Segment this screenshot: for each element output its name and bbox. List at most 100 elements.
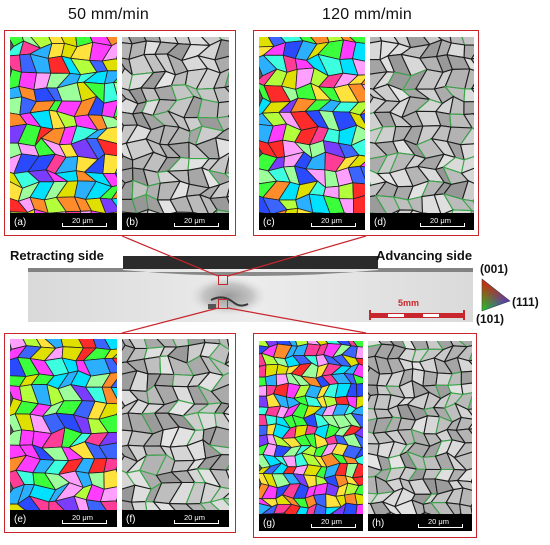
grain bbox=[214, 55, 229, 74]
grain bbox=[226, 187, 229, 198]
frame-bottom-right bbox=[253, 333, 477, 538]
ipf-color-triangle bbox=[481, 278, 511, 312]
grain bbox=[110, 197, 117, 208]
grain bbox=[354, 492, 363, 506]
grain bbox=[113, 104, 117, 119]
grain bbox=[104, 358, 117, 374]
grain bbox=[98, 442, 117, 460]
grain bbox=[103, 81, 117, 104]
panel-letter-d: (d) bbox=[374, 217, 387, 228]
ipf-label-001: (001) bbox=[480, 262, 509, 276]
grain bbox=[209, 196, 229, 213]
scale-bar-strip: (f) 20 μm bbox=[122, 510, 229, 527]
micrograph-panel-c: (c) 20 μm bbox=[259, 37, 365, 230]
grain bbox=[101, 58, 117, 72]
scale-bar-5mm: 5mm bbox=[368, 298, 466, 322]
grain bbox=[470, 505, 472, 517]
grain bbox=[460, 370, 472, 386]
scale-text: 20 μm bbox=[72, 513, 93, 522]
grain bbox=[470, 341, 472, 343]
panel-letter-h: (h) bbox=[372, 518, 385, 529]
grain bbox=[471, 200, 474, 204]
scale-line bbox=[420, 223, 465, 227]
scale-bar-strip: (g) 20 μm bbox=[259, 514, 363, 531]
grain bbox=[215, 137, 229, 160]
micrograph-panel-b: (b) 20 μm bbox=[122, 37, 229, 230]
grain bbox=[208, 426, 229, 449]
grain bbox=[359, 165, 365, 180]
grain bbox=[224, 464, 229, 471]
grain bbox=[359, 112, 365, 125]
scale-line bbox=[62, 520, 107, 524]
scale-bar-strip: (b) 20 μm bbox=[122, 213, 229, 230]
grain bbox=[224, 172, 229, 179]
grain bbox=[467, 428, 472, 435]
grain bbox=[114, 168, 117, 174]
grain bbox=[210, 383, 229, 405]
grain bbox=[208, 356, 229, 377]
grain bbox=[360, 78, 365, 86]
grain bbox=[454, 402, 472, 420]
grain bbox=[351, 58, 365, 76]
sample-marker-bottom bbox=[218, 299, 228, 309]
speed-label-120: 120 mm/min bbox=[322, 6, 413, 23]
micrograph-panel-g: (g) 20 μm bbox=[259, 341, 363, 531]
grain bbox=[222, 405, 229, 416]
panel-letter-c: (c) bbox=[263, 217, 275, 228]
grain bbox=[104, 339, 117, 351]
scale-bar-strip: (h) 20 μm bbox=[368, 514, 472, 531]
scale-text: 20 μm bbox=[184, 513, 205, 522]
micrograph-panel-e: (e) 20 μm bbox=[10, 339, 117, 527]
grain bbox=[218, 37, 229, 42]
grain bbox=[214, 127, 229, 142]
grain bbox=[359, 161, 365, 168]
grain bbox=[224, 360, 229, 367]
grain bbox=[350, 405, 363, 416]
grain bbox=[456, 479, 472, 491]
grain bbox=[463, 101, 474, 116]
grain bbox=[226, 339, 229, 350]
scale-bar-strip: (c) 20 μm bbox=[259, 213, 365, 230]
scale-line bbox=[174, 223, 219, 227]
grain bbox=[98, 413, 117, 434]
micrograph-panel-a: (a) 20 μm bbox=[10, 37, 117, 230]
grain bbox=[101, 386, 117, 405]
grain bbox=[470, 54, 474, 60]
scale-text: 20 μm bbox=[428, 517, 449, 526]
ipf-label-111: (111) bbox=[512, 295, 539, 309]
grain bbox=[111, 353, 117, 360]
grain bbox=[352, 373, 363, 385]
scale-bar-5mm-label: 5mm bbox=[398, 298, 420, 308]
panel-letter-b: (b) bbox=[126, 217, 139, 228]
grain bbox=[207, 169, 229, 186]
grain bbox=[463, 88, 474, 103]
grain bbox=[470, 481, 472, 484]
grain bbox=[459, 143, 474, 161]
scale-line bbox=[174, 520, 219, 524]
grain bbox=[99, 197, 117, 215]
grain bbox=[112, 78, 117, 84]
grain bbox=[453, 451, 472, 471]
grain bbox=[348, 111, 365, 130]
grain bbox=[224, 71, 229, 89]
grain bbox=[106, 37, 117, 47]
grain bbox=[218, 339, 229, 351]
grain bbox=[351, 476, 363, 487]
grain bbox=[353, 194, 365, 215]
grain bbox=[115, 498, 117, 502]
grain bbox=[456, 356, 472, 373]
grain bbox=[115, 469, 117, 473]
grain bbox=[460, 167, 474, 184]
panel-letter-g: (g) bbox=[263, 518, 276, 529]
scale-text: 20 μm bbox=[430, 216, 451, 225]
grain bbox=[111, 357, 117, 366]
retracting-side-label: Retracting side bbox=[10, 248, 104, 263]
grain bbox=[209, 498, 229, 514]
grain bbox=[352, 182, 365, 200]
panel-letter-f: (f) bbox=[126, 514, 136, 525]
grain-boundary-map bbox=[368, 341, 472, 531]
grain bbox=[467, 423, 472, 430]
grain bbox=[223, 85, 229, 93]
grain bbox=[98, 432, 117, 447]
grain bbox=[225, 469, 229, 480]
